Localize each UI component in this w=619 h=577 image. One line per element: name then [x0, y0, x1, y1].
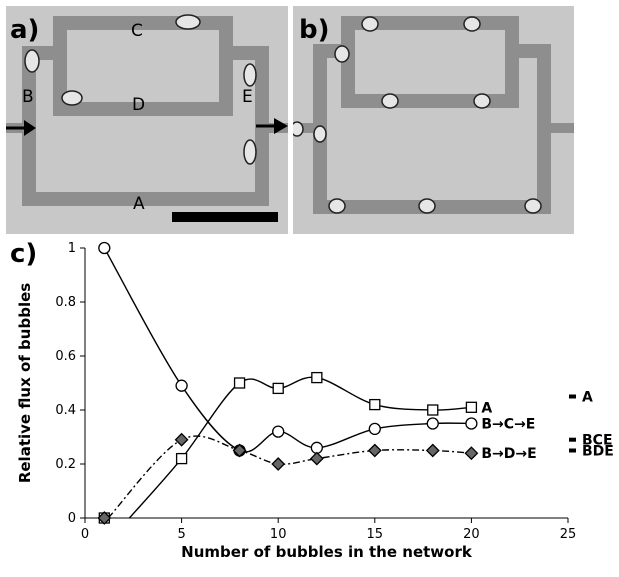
chart-axes: 0 5 10 15 20 25 0 0.2 0.4 0.6 0.8 1: [55, 241, 576, 542]
x-tick-label: 5: [177, 527, 185, 542]
diamond-point: [425, 443, 440, 458]
reference-marker-A: [569, 394, 576, 399]
circle-point: [465, 417, 478, 430]
y-tick-label: 0.6: [55, 349, 76, 364]
x-tick-label: 10: [270, 527, 287, 542]
bubbles-a: [24, 14, 257, 165]
chart-marks: [97, 241, 479, 525]
square-point: [233, 377, 246, 389]
diamond-point: [464, 446, 479, 461]
channel-label-c: C: [131, 21, 143, 41]
x-axis-title: Number of bubbles in the network: [181, 543, 473, 561]
y-axis-title: Relative flux of bubbles: [16, 283, 34, 483]
channel-label-d: D: [132, 95, 145, 115]
circle-point: [175, 379, 188, 392]
channel-label-e: E: [242, 87, 253, 107]
channel-label-b: B: [22, 87, 34, 107]
circle-point: [310, 441, 323, 454]
series-line-0: [128, 376, 472, 519]
diamond-point: [309, 451, 324, 466]
circle-point: [98, 241, 111, 255]
x-tick-label: 20: [463, 527, 480, 542]
x-tick-label: 0: [81, 527, 89, 542]
diamond-point: [367, 443, 382, 458]
diamond-point: [271, 457, 286, 471]
flow-arrows-a: [6, 118, 288, 136]
reference-marker-BCE: [569, 437, 576, 442]
diamond-point: [232, 443, 247, 458]
y-tick-label: 0.4: [55, 403, 76, 418]
chart-curves: [103, 247, 472, 519]
scale-bar: [172, 212, 278, 222]
panel-label-a: a): [10, 15, 39, 45]
series-label-2: B→D→E: [481, 446, 536, 462]
bubbles-b: [293, 16, 542, 214]
square-point: [369, 398, 381, 411]
square-point: [465, 401, 478, 413]
micrograph-a: a) C B D E A: [6, 6, 288, 234]
x-tick-label: 15: [367, 527, 384, 542]
y-tick-label: 0: [68, 511, 76, 526]
series-label-0: A: [481, 400, 492, 416]
reference-marker-BDE: [569, 448, 576, 453]
square-point: [272, 382, 284, 395]
reference-label-A: A: [582, 390, 593, 406]
circle-point: [426, 417, 439, 430]
square-point: [175, 452, 188, 465]
x-tick-label: 25: [560, 527, 577, 542]
square-point: [427, 404, 439, 416]
series-line-1: [103, 247, 472, 453]
panel-label-b: b): [299, 15, 330, 45]
diamond-point: [174, 432, 189, 447]
series-line-2: [107, 435, 472, 519]
y-tick-label: 0.8: [55, 295, 76, 310]
series-label-1: B→C→E: [481, 417, 535, 433]
square-point: [311, 371, 323, 384]
channel-label-a: A: [133, 194, 145, 214]
micrograph-b: b): [293, 6, 574, 234]
reference-label-BCE: BCE: [582, 433, 613, 449]
diamond-point: [97, 511, 112, 525]
panel-label-c: c): [10, 239, 37, 269]
y-tick-label: 1: [68, 241, 76, 256]
reference-label-BDE: BDE: [582, 444, 614, 460]
circle-point: [368, 422, 381, 436]
y-tick-label: 0.2: [55, 457, 76, 472]
circle-point: [272, 425, 285, 438]
